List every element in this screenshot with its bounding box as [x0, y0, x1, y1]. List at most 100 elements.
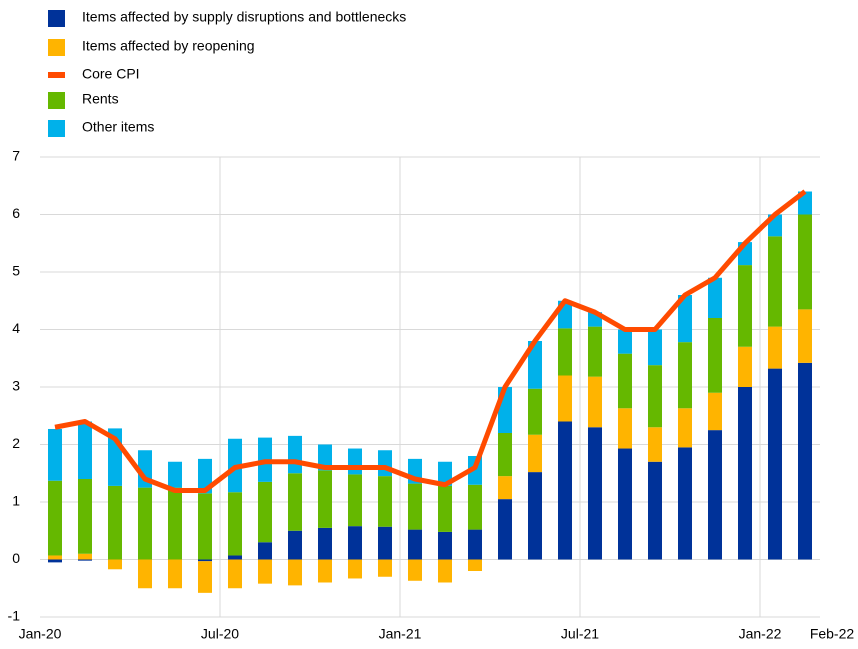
bar-segment — [648, 329, 662, 366]
bar-segment — [648, 461, 662, 560]
bar-segment — [258, 559, 272, 584]
x-tick-label: Jul-21 — [561, 626, 599, 642]
bar-segment — [378, 559, 392, 577]
legend-label: Core CPI — [82, 66, 140, 82]
bar-segment — [378, 450, 392, 477]
bar-segment — [168, 559, 182, 589]
bar-segment — [348, 474, 362, 527]
y-tick-label: 3 — [12, 378, 20, 394]
bar-segment — [738, 346, 752, 387]
bar-segment — [648, 365, 662, 428]
bar-segment — [468, 559, 482, 571]
bar-segment — [348, 559, 362, 579]
bar-segment — [588, 427, 602, 560]
bar-segment — [678, 447, 692, 560]
bar-segment — [168, 461, 182, 488]
bar-segment — [798, 309, 812, 363]
bar-segment — [588, 376, 602, 428]
bar-segment — [588, 326, 602, 377]
bar-segment — [378, 526, 392, 560]
x-tick-label: Jul-20 — [201, 626, 239, 642]
legend-marker — [48, 120, 65, 137]
bar-segment — [468, 529, 482, 560]
bar-segment — [498, 476, 512, 500]
bar-segment — [408, 559, 422, 581]
x-tick-label: Jan-22 — [739, 626, 782, 642]
bar-segment — [258, 481, 272, 543]
bar-segment — [198, 561, 212, 593]
y-tick-label: 6 — [12, 205, 20, 221]
y-tick-label: 5 — [12, 263, 20, 279]
bar-segment — [288, 559, 302, 586]
y-tick-label: -1 — [8, 608, 21, 624]
bar-segment — [768, 368, 782, 560]
bar-segment — [708, 392, 722, 431]
bar-segment — [108, 485, 122, 560]
bar-segment — [678, 342, 692, 409]
y-tick-label: 0 — [12, 550, 20, 566]
x-tick-label: Jan-21 — [379, 626, 422, 642]
bar-segment — [78, 553, 92, 560]
bar-segment — [528, 341, 542, 389]
bar-segment — [708, 430, 722, 560]
bar-segment — [708, 318, 722, 393]
bar-segment — [48, 480, 62, 556]
bar-segment — [378, 476, 392, 527]
bar-segment — [438, 559, 452, 583]
legend-label: Items affected by reopening — [82, 38, 255, 54]
bar-segment — [228, 555, 242, 560]
legend-marker — [48, 39, 65, 56]
bar-segment — [198, 559, 212, 562]
x-tick-label: Jan-20 — [19, 626, 62, 642]
bar-segment — [558, 375, 572, 422]
y-tick-label: 4 — [12, 320, 20, 336]
bar-segment — [78, 559, 92, 561]
bar-segment — [438, 531, 452, 560]
bar-segment — [768, 326, 782, 369]
bar-segment — [768, 236, 782, 327]
bar-segment — [48, 555, 62, 560]
y-tick-label: 2 — [12, 435, 20, 451]
bar-segment — [738, 265, 752, 347]
bar-segment — [288, 473, 302, 531]
bar-segment — [468, 484, 482, 530]
legend-marker — [48, 92, 65, 109]
bar-segment — [318, 444, 332, 471]
bar-segment — [408, 483, 422, 530]
bar-segment — [348, 526, 362, 560]
bar-segment — [318, 559, 332, 583]
legend-label: Items affected by supply disruptions and… — [82, 9, 406, 25]
bar-segment — [48, 559, 62, 563]
bar-segment — [348, 448, 362, 475]
bar-segment — [288, 530, 302, 560]
bar-segment — [798, 214, 812, 310]
legend-label: Rents — [82, 91, 119, 107]
bar-segment — [618, 448, 632, 560]
bar-segment — [78, 479, 92, 554]
bar-segment — [318, 527, 332, 560]
line — [54, 189, 807, 493]
legend-marker — [48, 10, 65, 27]
bar-segment — [48, 428, 62, 481]
bar-segment — [138, 559, 152, 589]
bar-segment — [228, 559, 242, 589]
y-tick-label: 1 — [12, 493, 20, 509]
bar-segment — [528, 388, 542, 435]
bar-segment — [318, 470, 332, 528]
y-tick-label: 7 — [12, 148, 20, 164]
bar-segment — [618, 329, 632, 354]
bar-segment — [798, 362, 812, 560]
bar-segment — [288, 435, 302, 474]
bar-segment — [618, 353, 632, 409]
x-tick-label: Feb-22 — [810, 626, 855, 642]
bar-segment — [408, 529, 422, 560]
bar-segment — [138, 487, 152, 560]
bar-segment — [438, 485, 452, 532]
bar-segment — [738, 387, 752, 560]
bar-segment — [78, 421, 92, 479]
bar-segment — [108, 559, 122, 570]
bar-segment — [678, 295, 692, 343]
bar-segment — [528, 434, 542, 473]
bar-segment — [258, 542, 272, 560]
